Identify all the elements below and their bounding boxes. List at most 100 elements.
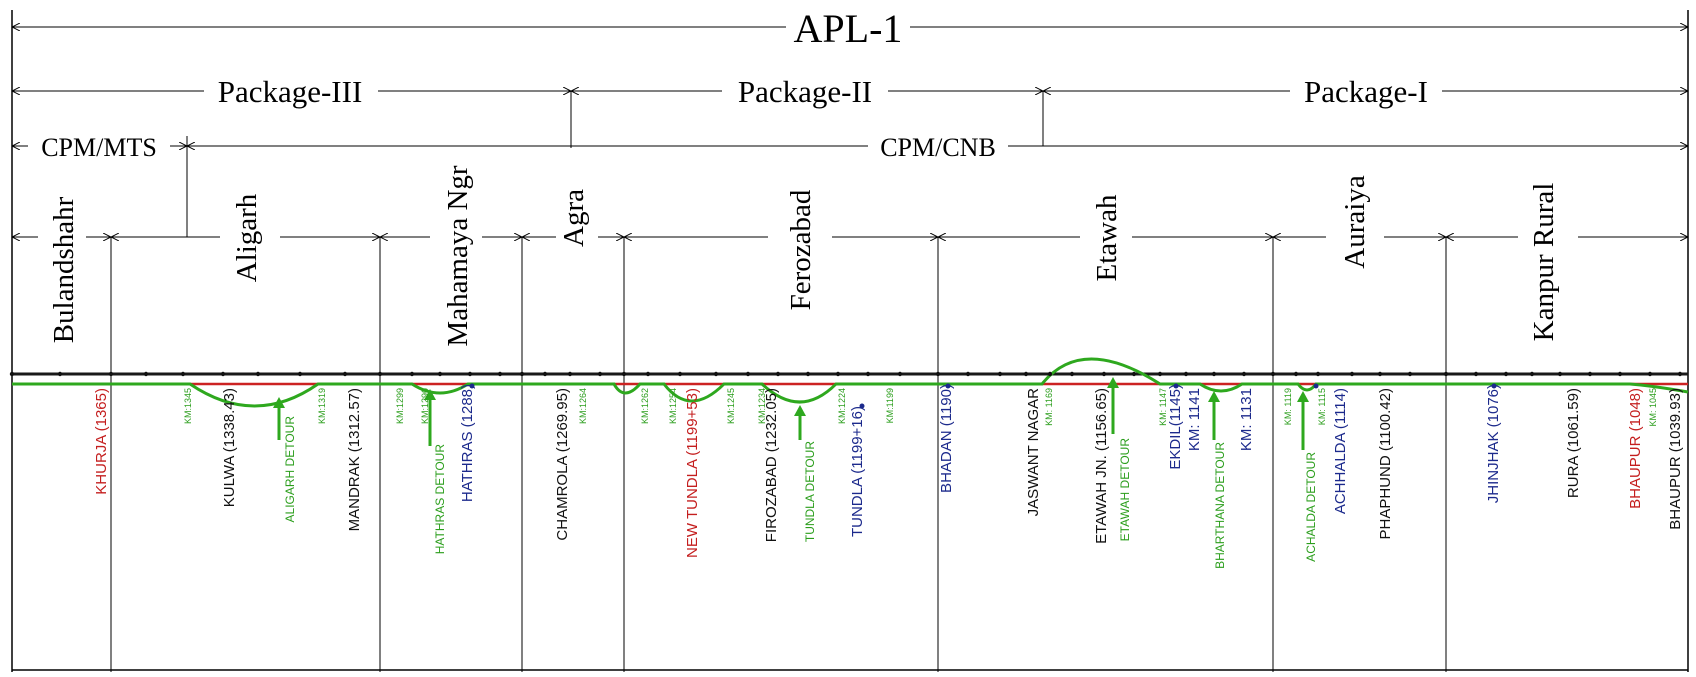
package-iii-label: Package-III — [218, 74, 363, 109]
track-marker-dot — [567, 371, 573, 377]
track-marker-dot — [297, 371, 303, 377]
station-label: HATHRAS DETOUR — [433, 444, 447, 555]
station-label: JHINJHAK (1076) — [1485, 384, 1502, 503]
station-label: KM:1199 — [885, 388, 895, 423]
station-label: KM: 1147 — [1158, 388, 1168, 426]
track-marker-dot — [1349, 371, 1355, 377]
track-marker-dot — [409, 371, 415, 377]
track-marker-dot — [1270, 371, 1276, 377]
track-marker-dot — [1047, 371, 1053, 377]
track-marker-dot — [1647, 371, 1653, 377]
station-dot — [1313, 383, 1319, 389]
track-marker-dot — [9, 371, 15, 377]
track-marker-dot — [1157, 371, 1163, 377]
station-label: KM:1290 — [420, 388, 430, 424]
track-marker-dot — [805, 371, 811, 377]
district-etawah: Etawah — [1091, 194, 1123, 281]
district-labels: Bulandshahr Aligarh Mahamaya Ngr Agra Fe… — [48, 165, 1560, 347]
station-label: TUNDLA DETOUR — [803, 441, 817, 542]
station-label: EKDIL(1145) — [1167, 384, 1184, 470]
district-bulandshahr: Bulandshahr — [48, 196, 80, 343]
station-label: MANDRAK (1312.57) — [346, 388, 363, 531]
track-marker-dot — [542, 371, 548, 377]
track-marker-dot — [255, 371, 261, 377]
detour-curves — [12, 357, 1689, 408]
station-label: RURA (1061.59) — [1565, 388, 1582, 498]
track-marker-dot — [1677, 371, 1683, 377]
station-dots — [9, 371, 1683, 409]
station-dot — [1173, 383, 1179, 389]
track-marker-dot — [997, 371, 1003, 377]
package-ii-label: Package-II — [738, 74, 872, 109]
station-label: ALIGARH DETOUR — [283, 416, 297, 523]
station-label: ETAWAH DETOUR — [1118, 438, 1132, 542]
station-label: BHADAN (1190) — [938, 384, 955, 493]
track-marker-dot — [1529, 371, 1535, 377]
district-ferozabad: Ferozabad — [785, 189, 817, 310]
station-label: KM:1245 — [726, 388, 736, 424]
track-marker-dot — [1131, 371, 1137, 377]
district-aligarh: Aligarh — [231, 193, 263, 282]
apl-dimension: APL-1 — [12, 6, 1688, 51]
track-marker-dot — [1211, 371, 1217, 377]
station-label: KM: 1141 — [1186, 388, 1203, 451]
track-marker-dot — [713, 371, 719, 377]
station-label: KM:1234 — [757, 388, 767, 424]
track-marker-dot — [865, 371, 871, 377]
track-marker-dot — [897, 371, 903, 377]
division-mts-label: CPM/MTS — [41, 133, 157, 162]
track-marker-dot — [143, 371, 149, 377]
station-label: PHAPHUND (1100.42) — [1377, 388, 1394, 539]
district-auraiya: Auraiya — [1339, 175, 1371, 269]
detour-arrows — [273, 377, 1309, 450]
track-marker-dot — [1315, 371, 1321, 377]
track-marker-dot — [1473, 371, 1479, 377]
track-marker-dot — [1069, 371, 1075, 377]
track-marker-dot — [1443, 371, 1449, 377]
station-label: KHURJA (1365) — [93, 388, 110, 495]
track-marker-dot — [597, 371, 603, 377]
station-label: KM:1319 — [317, 388, 327, 424]
station-label: KM: 1119 — [1283, 388, 1293, 425]
track-marker-dot — [467, 371, 473, 377]
district-kanpur-rural: Kanpur Rural — [1528, 183, 1560, 342]
district-boundaries — [110, 237, 1447, 672]
track-marker-dot — [835, 371, 841, 377]
station-dot — [469, 383, 475, 389]
station-dot — [859, 403, 865, 409]
station-label: KM: 1169 — [1044, 388, 1054, 426]
station-label: HATHRAS (1288) — [459, 384, 476, 502]
station-label: ACHALDA DETOUR — [1304, 452, 1318, 562]
apl-title: APL-1 — [794, 6, 903, 51]
track-marker-dot — [1557, 371, 1563, 377]
station-label: KM: 1115 — [1317, 388, 1327, 425]
station-label: KM:1224 — [837, 388, 847, 424]
track-marker-dot — [108, 371, 114, 377]
track-marker-dot — [1587, 371, 1593, 377]
track-marker-dot — [1241, 371, 1247, 377]
track-marker-dot — [220, 371, 226, 377]
track-marker-dot — [437, 371, 443, 377]
district-agra: Agra — [558, 189, 590, 247]
track-marker-dot — [1183, 371, 1189, 377]
district-mahamaya-ngr: Mahamaya Ngr — [442, 165, 474, 347]
station-label: KM:1264 — [578, 388, 588, 424]
station-label: FIROZABAD (1232.05) — [763, 388, 780, 542]
station-label: KM:1345 — [183, 388, 193, 424]
division-cnb-label: CPM/CNB — [880, 133, 996, 162]
station-dot — [945, 383, 951, 389]
station-label: BHAUPUR (1048) — [1627, 388, 1644, 509]
track-marker-dot — [377, 371, 383, 377]
track-marker-dot — [519, 371, 525, 377]
station-labels: KHURJA (1365) KM:1345 KULWA (1338.43) ALIGA… — [93, 384, 1684, 569]
track-marker-dot — [1293, 371, 1299, 377]
track-marker-dot — [775, 371, 781, 377]
station-label: ACHHALDA (1114) — [1332, 388, 1349, 514]
track-marker-dot — [1023, 371, 1029, 377]
station-label: BHARTHANA DETOUR — [1213, 442, 1227, 569]
station-dot — [1491, 383, 1497, 389]
track-marker-dot — [180, 371, 186, 377]
track-marker-dot — [1503, 371, 1509, 377]
track-marker-dot — [645, 371, 651, 377]
